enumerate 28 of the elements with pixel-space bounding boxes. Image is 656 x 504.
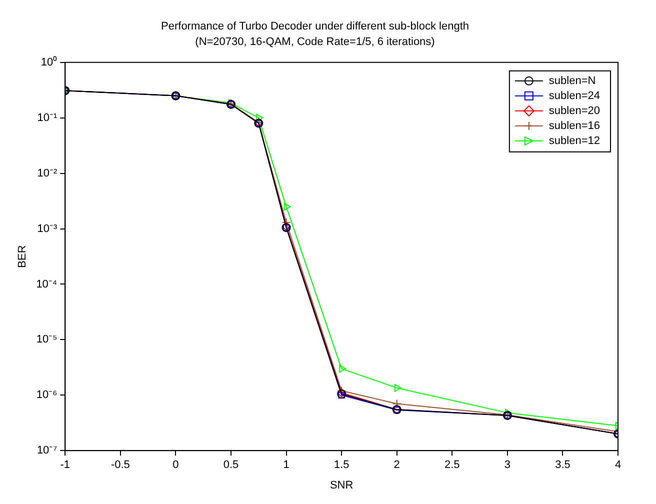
chart-title: Performance of Turbo Decoder under different sub-block length bbox=[161, 20, 469, 33]
x-tick-label: 1 bbox=[283, 459, 290, 472]
y-tick-label: 10⁻⁴ bbox=[36, 278, 58, 290]
legend-label: sublen=12 bbox=[548, 134, 600, 147]
x-tick-label: -0.5 bbox=[110, 459, 130, 472]
y-tick-label: 10⁻⁷ bbox=[36, 444, 58, 457]
y-tick-label: 10⁻² bbox=[37, 167, 58, 180]
y-tick-label: 10⁰ bbox=[40, 55, 58, 68]
x-tick-label: 1.5 bbox=[334, 459, 350, 472]
x-tick-label: 0 bbox=[172, 459, 179, 472]
y-tick-label: 10⁻¹ bbox=[37, 112, 58, 124]
x-tick-label: 3.5 bbox=[555, 459, 570, 472]
x-tick-label: 2.5 bbox=[444, 459, 460, 472]
y-axis-title: BER bbox=[16, 245, 29, 268]
x-tick-label: 2 bbox=[394, 459, 400, 472]
y-tick-label: 10⁻⁶ bbox=[36, 389, 58, 402]
x-tick-label: 4 bbox=[614, 459, 622, 472]
x-tick-label: 3 bbox=[504, 459, 510, 472]
legend-label: sublen=16 bbox=[548, 120, 600, 132]
x-tick-label: 0.5 bbox=[223, 459, 239, 472]
x-axis-title: SNR bbox=[330, 479, 354, 492]
x-tick-label: -1 bbox=[60, 459, 70, 472]
legend-label: sublen=N bbox=[548, 74, 596, 87]
chart-subtitle: (N=20730, 16-QAM, Code Rate=1/5, 6 iterations) bbox=[195, 36, 435, 48]
legend-label: sublen=20 bbox=[548, 104, 600, 117]
y-tick-label: 10⁻³ bbox=[37, 222, 58, 235]
legend-label: sublen=24 bbox=[548, 90, 600, 102]
y-tick-label: 10⁻⁵ bbox=[36, 334, 58, 346]
